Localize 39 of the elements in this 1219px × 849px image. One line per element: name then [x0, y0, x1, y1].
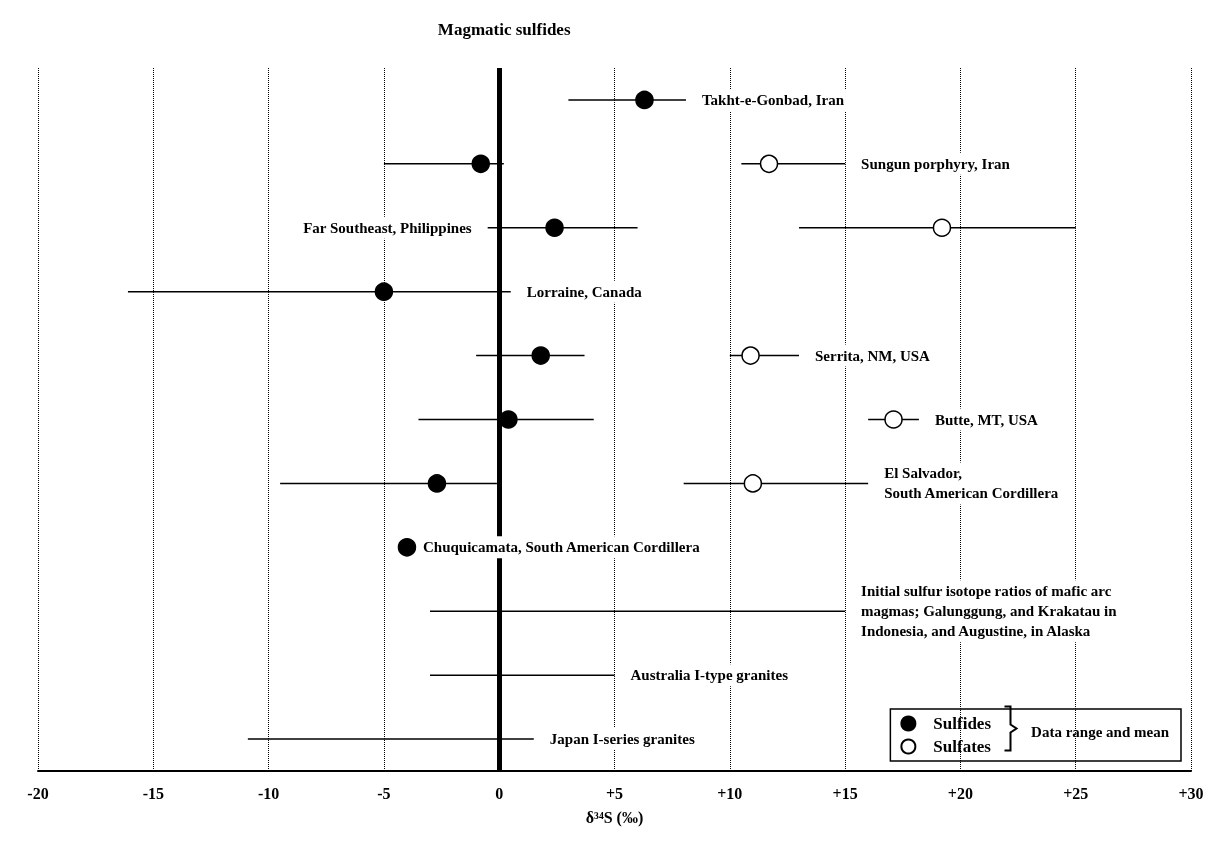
x-tick-label: +30	[1178, 784, 1204, 802]
legend-label: Sulfates	[933, 737, 992, 756]
y-tick-label: Lorraine, Canada	[526, 283, 643, 300]
y-tick-label: El Salvador, South American Cordillera	[884, 465, 1059, 502]
point	[759, 154, 779, 174]
y-tick-label: Initial sulfur isotope ratios of mafic arc magmas; Galunggung, and Krakatau in Indonesia, and Augustine, in Alaska	[861, 583, 1118, 640]
x-tick-label: +10	[717, 784, 743, 802]
x-tick-label: +5	[605, 784, 624, 802]
legend-label: Sulfides	[933, 714, 992, 733]
y-tick-label: Sungun porphyry, Iran	[861, 155, 1011, 172]
x-tick-label: +20	[947, 784, 973, 802]
point	[427, 474, 447, 493]
y-tick-label: Butte, MT, USA	[934, 411, 1039, 428]
y-tick-label: Serrita, NM, USA	[814, 347, 931, 364]
point	[884, 410, 903, 429]
y-tick-label: Chuquicamata, South American Cordillera	[422, 539, 701, 556]
y-tick-label: Far Southeast, Philippines	[303, 219, 472, 236]
y-tick-label: Australia I-type granites	[630, 667, 789, 684]
y-tick-label: Japan I-series granites	[549, 731, 695, 748]
point	[743, 474, 763, 493]
point	[374, 282, 394, 301]
x-axis-title: δ³⁴S (‰)	[585, 808, 644, 827]
x-tick-label: 0	[495, 784, 504, 802]
point	[741, 346, 760, 365]
point	[471, 154, 490, 174]
point	[397, 538, 417, 557]
x-tick-label: -10	[257, 784, 280, 802]
legend-title: Data range and mean	[1031, 723, 1170, 740]
point	[531, 346, 550, 365]
x-tick-label: +25	[1063, 784, 1089, 802]
x-tick-label: +15	[832, 784, 858, 802]
x-tick-label: -15	[142, 784, 164, 802]
x-tick-label: -5	[377, 784, 391, 802]
point	[635, 90, 654, 110]
x-tick-label: -20	[27, 784, 49, 802]
chart-title: Magmatic sulfides	[437, 20, 571, 39]
y-tick-label: Takht-e-Gonbad, Iran	[701, 91, 845, 108]
point	[932, 218, 952, 238]
point	[545, 218, 564, 238]
